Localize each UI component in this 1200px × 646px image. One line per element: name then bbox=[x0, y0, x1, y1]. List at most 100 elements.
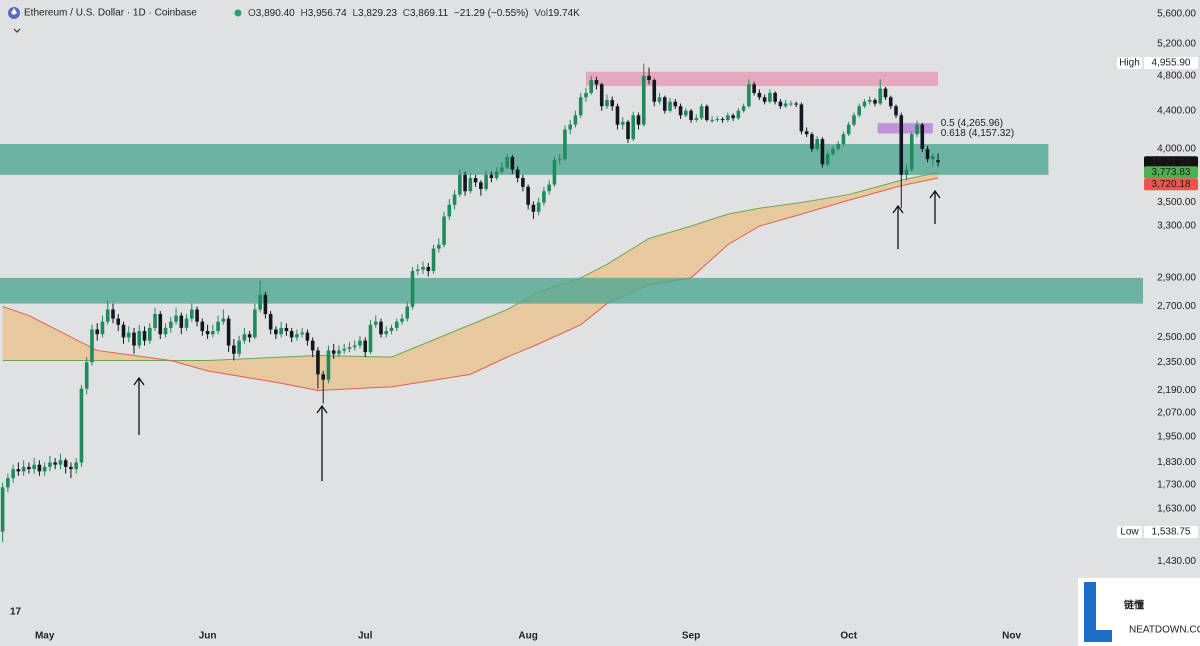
collapse-chevron[interactable] bbox=[13, 28, 21, 33]
candle-body bbox=[615, 106, 620, 125]
candle-body bbox=[589, 80, 594, 93]
x-tick-label: Nov bbox=[1002, 631, 1021, 642]
candle-body bbox=[715, 119, 720, 121]
candle-body bbox=[211, 331, 215, 335]
candle-body bbox=[111, 309, 115, 319]
candle-body bbox=[100, 321, 105, 335]
candle-body bbox=[883, 88, 888, 98]
caption-box bbox=[1117, 57, 1142, 70]
candle-body bbox=[363, 340, 368, 353]
candle-body bbox=[699, 106, 704, 119]
candle-body bbox=[116, 318, 121, 325]
candle-body bbox=[867, 99, 872, 102]
candle-body bbox=[747, 84, 751, 107]
ohlc-line: O3,890.40 H3,956.74 L3,829.23 C3,869.11 … bbox=[248, 8, 580, 19]
candle-body bbox=[468, 178, 473, 192]
x-tick-label: May bbox=[35, 631, 55, 642]
candle-body bbox=[153, 314, 157, 328]
candle-body bbox=[431, 248, 436, 272]
arrow bbox=[316, 404, 328, 481]
candle-body bbox=[731, 115, 735, 119]
cloud-span-b bbox=[2, 177, 939, 391]
candle-body bbox=[636, 115, 641, 125]
zone bbox=[0, 143, 1049, 175]
y-tick-label: 3,300.00 bbox=[1157, 221, 1196, 232]
arrow bbox=[892, 204, 904, 249]
candle-body bbox=[274, 329, 278, 335]
candle-body bbox=[899, 115, 904, 175]
candle-body bbox=[342, 348, 347, 351]
candle-body bbox=[936, 160, 940, 163]
candle-body bbox=[594, 80, 599, 85]
caption-box bbox=[1117, 525, 1142, 538]
ohlc-key: L bbox=[352, 8, 358, 19]
y-tick-label: 2,900.00 bbox=[1157, 273, 1196, 284]
candle-body bbox=[352, 345, 357, 348]
candle-body bbox=[804, 131, 809, 135]
candle-body bbox=[915, 124, 919, 135]
price-badge bbox=[1144, 525, 1198, 538]
candle-body bbox=[452, 194, 457, 205]
candle-body bbox=[258, 294, 262, 310]
candle-body bbox=[752, 84, 756, 93]
price-badge bbox=[1144, 166, 1198, 179]
price-badge-label: 3,720.18 bbox=[1152, 179, 1191, 190]
y-tick-label: 1,430.00 bbox=[1157, 556, 1196, 567]
candle-body bbox=[284, 327, 289, 332]
candle-body bbox=[536, 202, 541, 212]
candle-body bbox=[95, 329, 100, 335]
candle-body bbox=[720, 119, 725, 121]
candle-body bbox=[652, 80, 657, 102]
candle-body bbox=[90, 329, 94, 363]
candle-body bbox=[310, 340, 315, 351]
candle-body bbox=[21, 466, 26, 472]
candle-body bbox=[0, 487, 5, 532]
candle-body bbox=[279, 327, 283, 335]
cloud-fill bbox=[2, 172, 939, 391]
candle-body bbox=[610, 99, 615, 107]
candle-body bbox=[573, 115, 578, 125]
candle-body bbox=[825, 154, 830, 165]
candle-body bbox=[337, 350, 341, 354]
badge-caption: High bbox=[1119, 58, 1140, 69]
fib-label: 0.5 (4,265.96) bbox=[941, 118, 1003, 129]
candle-body bbox=[599, 84, 604, 107]
candle-body bbox=[132, 332, 136, 346]
candle-body bbox=[479, 182, 483, 189]
candle-body bbox=[668, 101, 672, 111]
y-tick-label: 1,830.00 bbox=[1157, 457, 1196, 468]
tv-logo: 17 bbox=[10, 607, 22, 618]
candle-body bbox=[58, 460, 63, 465]
zone bbox=[585, 71, 939, 87]
ohlc-key: O bbox=[248, 8, 256, 19]
candle-body bbox=[53, 462, 57, 465]
candle-body bbox=[216, 321, 220, 332]
candle-body bbox=[415, 269, 420, 272]
watermark-brand: 链懂 bbox=[1123, 599, 1144, 612]
candle-body bbox=[42, 466, 47, 472]
candle-body bbox=[174, 315, 178, 322]
candle-body bbox=[757, 92, 762, 98]
candle-body bbox=[925, 148, 930, 160]
candle-body bbox=[557, 159, 562, 161]
candle-body bbox=[673, 101, 678, 107]
candle-body bbox=[521, 178, 525, 187]
candle-body bbox=[726, 115, 730, 120]
symbol: Ethereum / U.S. Dollar · 1D · Coinbase bbox=[24, 8, 197, 19]
candle-body bbox=[778, 101, 783, 107]
y-tick-label: 2,070.00 bbox=[1157, 408, 1196, 419]
candle-body bbox=[920, 124, 925, 149]
eth-glyph bbox=[11, 8, 17, 15]
candle-body bbox=[547, 184, 551, 192]
candle-body bbox=[794, 103, 798, 105]
candle-body bbox=[321, 374, 325, 380]
candle-body bbox=[79, 388, 84, 463]
candle-body bbox=[426, 266, 431, 272]
candle-body bbox=[857, 106, 862, 116]
y-tick-label: 1,630.00 bbox=[1157, 504, 1196, 515]
candle-body bbox=[563, 129, 567, 160]
candle-body bbox=[783, 103, 788, 107]
